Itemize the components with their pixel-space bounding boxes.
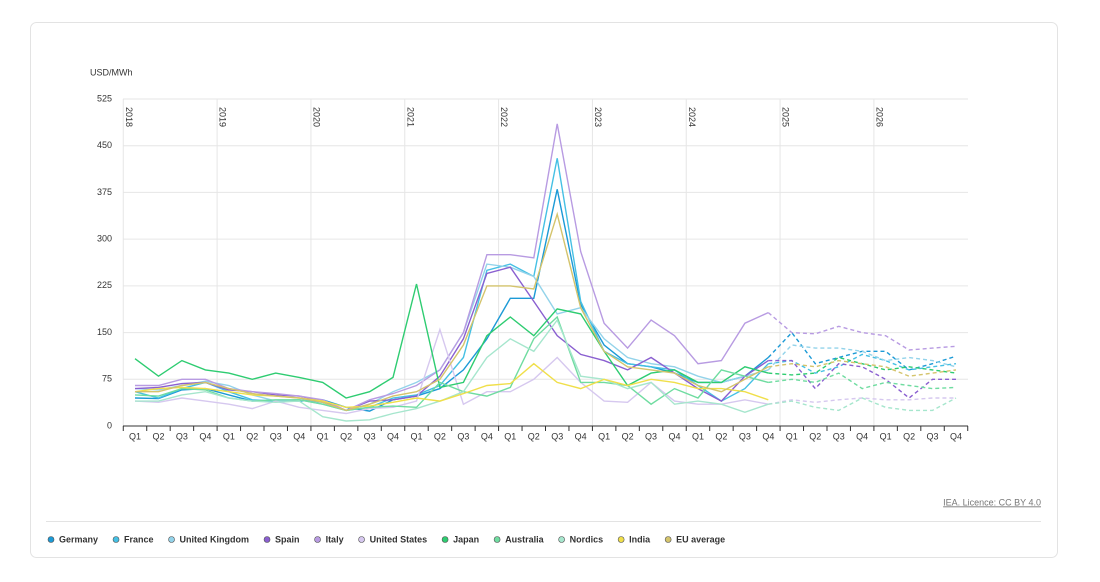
y-axis-label: USD/MWh bbox=[90, 67, 133, 77]
x-tick-label: Q2 bbox=[152, 431, 164, 441]
year-label: 2026 bbox=[875, 107, 885, 127]
x-tick-label: Q3 bbox=[364, 431, 376, 441]
series-line bbox=[134, 189, 769, 412]
x-tick-label: Q4 bbox=[669, 431, 681, 441]
forecast-line bbox=[768, 359, 956, 399]
legend-marker bbox=[558, 536, 565, 543]
y-tick-label: 75 bbox=[102, 374, 112, 384]
legend-label: Germany bbox=[59, 534, 98, 544]
legend-marker bbox=[314, 536, 321, 543]
x-tick-label: Q2 bbox=[528, 431, 540, 441]
legend-label: United Kingdom bbox=[180, 534, 250, 544]
x-tick-label: Q1 bbox=[880, 431, 892, 441]
legend-marker bbox=[263, 536, 271, 543]
x-tick-label: Q4 bbox=[762, 431, 774, 441]
forecast-line bbox=[767, 312, 957, 351]
x-tick-label: Q3 bbox=[457, 431, 469, 441]
forecast-line bbox=[767, 344, 957, 371]
year-label: 2018 bbox=[124, 107, 134, 127]
y-tick-label: 375 bbox=[97, 187, 112, 197]
x-tick-label: Q2 bbox=[903, 431, 915, 441]
x-tick-label: Q4 bbox=[199, 431, 211, 441]
x-tick-label: Q3 bbox=[176, 431, 188, 441]
forecast-line bbox=[768, 397, 957, 412]
x-tick-label: Q1 bbox=[598, 431, 610, 441]
legend-marker bbox=[664, 536, 672, 543]
x-tick-label: Q2 bbox=[809, 431, 821, 441]
forecast-line bbox=[768, 372, 957, 390]
x-tick-label: Q2 bbox=[715, 431, 727, 441]
x-tick-label: Q4 bbox=[387, 431, 399, 441]
legend-marker bbox=[617, 536, 625, 543]
y-tick-label: 0 bbox=[107, 420, 112, 430]
x-tick-label: Q1 bbox=[786, 431, 798, 441]
legend-marker bbox=[112, 536, 120, 543]
legend-marker bbox=[168, 536, 175, 543]
x-tick-label: Q4 bbox=[293, 431, 305, 441]
x-tick-label: Q3 bbox=[270, 431, 282, 441]
x-tick-label: Q3 bbox=[645, 431, 657, 441]
legend-marker bbox=[441, 536, 449, 543]
year-label: 2021 bbox=[405, 107, 415, 127]
legend-label: Spain bbox=[275, 534, 300, 544]
legend-label: United States bbox=[370, 534, 428, 544]
series-line bbox=[134, 362, 769, 409]
year-label: 2023 bbox=[593, 107, 603, 127]
legend-marker bbox=[358, 536, 365, 543]
x-tick-label: Q2 bbox=[340, 431, 352, 441]
year-label: 2025 bbox=[781, 107, 791, 127]
x-tick-label: Q1 bbox=[692, 431, 704, 441]
year-label: 2024 bbox=[687, 107, 697, 127]
series-line bbox=[134, 327, 769, 415]
y-tick-label: 525 bbox=[97, 93, 112, 103]
y-tick-label: 450 bbox=[97, 140, 112, 150]
x-tick-label: Q4 bbox=[481, 431, 493, 441]
y-tick-label: 225 bbox=[97, 280, 112, 290]
legend-label: Japan bbox=[453, 534, 479, 544]
legend-marker bbox=[47, 536, 55, 543]
x-tick-label: Q2 bbox=[434, 431, 446, 441]
x-tick-label: Q4 bbox=[856, 431, 868, 441]
forecast-line bbox=[768, 356, 957, 376]
series-line bbox=[134, 158, 769, 412]
y-tick-label: 150 bbox=[97, 327, 112, 337]
series-line bbox=[135, 318, 769, 422]
y-tick-label: 300 bbox=[97, 234, 112, 244]
legend-marker bbox=[493, 536, 501, 543]
x-tick-label: Q3 bbox=[927, 431, 939, 441]
x-tick-label: Q2 bbox=[622, 431, 634, 441]
x-tick-label: Q3 bbox=[833, 431, 845, 441]
card bbox=[30, 22, 1058, 558]
forecast-line bbox=[768, 353, 957, 374]
x-tick-label: Q2 bbox=[246, 431, 258, 441]
x-tick-label: Q3 bbox=[551, 431, 563, 441]
x-tick-label: Q3 bbox=[739, 431, 751, 441]
series-line bbox=[135, 211, 769, 412]
year-label: 2022 bbox=[499, 107, 509, 127]
x-tick-label: Q4 bbox=[575, 431, 587, 441]
legend-label: Italy bbox=[326, 534, 344, 544]
forecast-line bbox=[768, 359, 957, 377]
x-tick-label: Q1 bbox=[410, 431, 422, 441]
series-line bbox=[135, 123, 769, 412]
x-tick-label: Q1 bbox=[223, 431, 235, 441]
x-tick-label: Q1 bbox=[504, 431, 516, 441]
legend-label: Nordics bbox=[570, 534, 604, 544]
x-tick-label: Q1 bbox=[317, 431, 329, 441]
x-tick-label: Q1 bbox=[129, 431, 141, 441]
year-label: 2019 bbox=[218, 107, 228, 127]
x-tick-label: Q4 bbox=[950, 431, 962, 441]
source-link[interactable]: IEA. Licence: CC BY 4.0 bbox=[943, 497, 1041, 507]
legend-label: India bbox=[629, 534, 651, 544]
legend-label: France bbox=[124, 534, 154, 544]
year-label: 2020 bbox=[312, 107, 322, 127]
legend-label: EU average bbox=[676, 534, 725, 544]
legend-label: Australia bbox=[505, 534, 545, 544]
